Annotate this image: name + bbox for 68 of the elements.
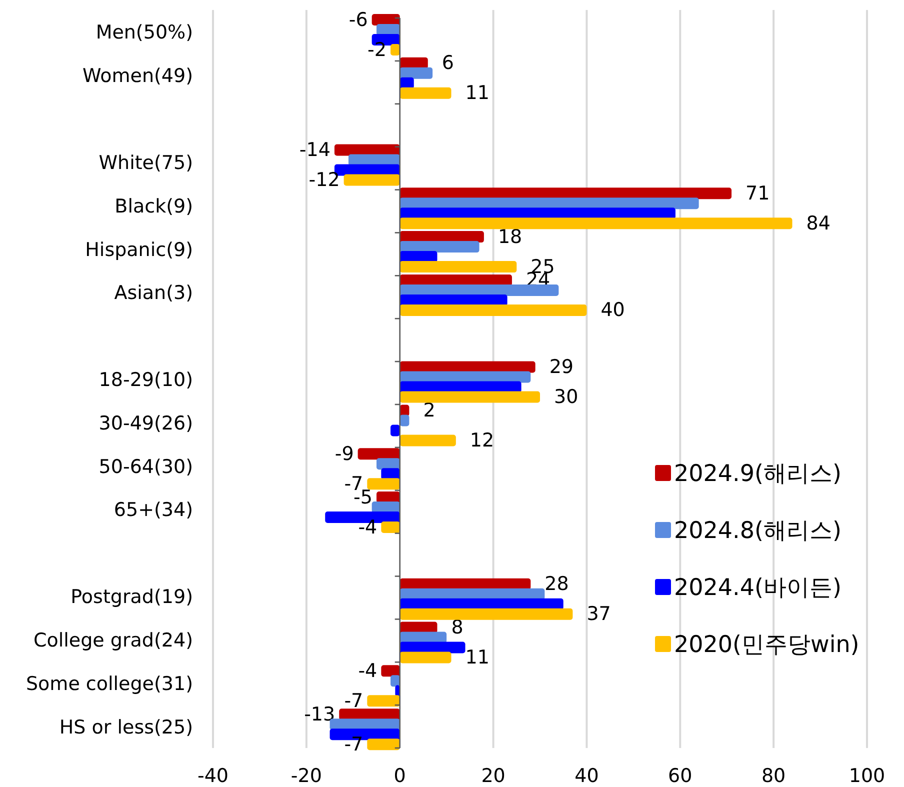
y-tick-label: 18-29(10) [98,369,193,391]
x-tick-label: -40 [197,765,229,787]
data-label: 37 [586,603,611,626]
data-label: 12 [470,429,494,452]
x-tick-label: 60 [668,765,692,787]
legend-label: 2024.4(바이든) [674,575,842,601]
data-label: -2 [368,38,387,61]
data-label: 11 [465,82,490,104]
y-tick-label: Postgrad(19) [70,586,193,608]
y-tick-label: Some college(31) [26,672,193,695]
bar [358,448,400,460]
data-label: 11 [465,646,490,669]
y-tick-label: College grad(24) [33,629,193,652]
legend-label: 2024.9(해리스) [674,461,842,487]
bar [344,174,400,186]
x-tick-label: 20 [481,765,506,787]
data-label: -4 [358,516,378,538]
y-tick-label: 30-49(26) [98,412,193,434]
data-label: 40 [600,299,625,322]
y-tick-label: Black(9) [114,195,193,218]
y-tick-label: 50-64(30) [98,456,193,478]
bar [367,738,400,750]
bar [367,695,400,707]
data-label: -13 [304,703,336,726]
bar [400,261,517,273]
data-label: 30 [554,386,578,408]
y-tick-label: Asian(3) [114,282,193,304]
data-label: 2 [423,399,436,422]
x-tick-label: 100 [848,765,886,787]
x-tick-label: 80 [761,765,786,787]
bar [400,608,573,620]
data-label: 28 [544,573,569,596]
y-tick-label: Women(49) [82,65,193,88]
x-tick-label: 40 [574,765,599,787]
data-label: -9 [334,442,354,465]
data-label: 84 [806,212,830,234]
bar [381,522,400,534]
data-label: 29 [549,356,574,378]
data-label: 8 [451,616,464,639]
bar [400,284,559,296]
y-tick-label: Hispanic(9) [85,238,193,261]
data-label: -7 [344,690,364,712]
y-tick-label: Men(50%) [96,22,193,44]
data-label: 71 [746,182,770,204]
bar [400,241,480,253]
x-tick-label: -20 [290,765,322,787]
bar [400,304,587,316]
data-label: -7 [344,733,364,756]
legend-label: 2024.8(해리스) [674,518,842,544]
bar [400,218,792,230]
y-tick-label: 65+(34) [114,499,193,522]
bar [400,67,433,79]
bar [367,478,400,490]
bar [400,87,452,99]
bar [400,391,540,403]
y-tick-label: HS or less(25) [59,716,193,738]
x-tick-label: 0 [394,765,406,787]
data-label: -4 [358,660,378,682]
legend-label: 2020(민주당win) [674,632,860,658]
data-label: -12 [308,168,340,191]
data-label: -6 [348,8,368,31]
y-tick-label: White(75) [98,152,193,174]
bar [334,144,400,156]
data-label: -14 [299,138,330,161]
data-label: 18 [498,226,522,248]
bar [400,652,452,664]
bar [400,434,456,446]
data-label: 6 [442,52,454,74]
